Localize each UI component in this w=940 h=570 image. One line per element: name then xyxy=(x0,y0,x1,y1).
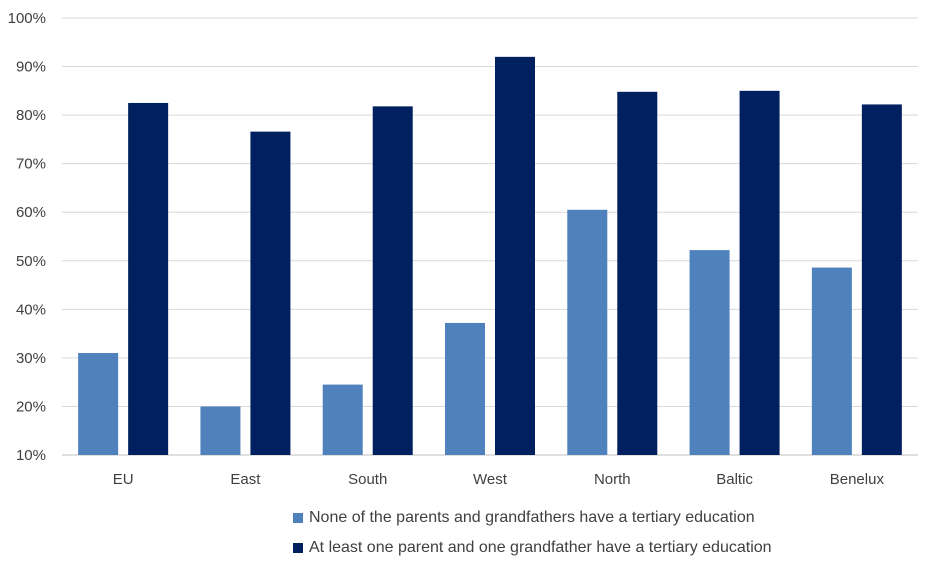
x-axis-categories: EU East South West North Baltic Benelux xyxy=(113,471,885,488)
y-tick-label: 50% xyxy=(16,253,46,270)
y-tick-label: 90% xyxy=(16,59,46,76)
bar-series-2-east xyxy=(250,131,291,455)
x-tick-label: North xyxy=(594,471,631,488)
y-tick-label: 10% xyxy=(16,447,46,464)
bar-series-2-west xyxy=(495,56,535,455)
legend: None of the parents and grandfathers hav… xyxy=(293,503,772,563)
bar-series-1-east xyxy=(200,406,241,455)
legend-swatch-series-1 xyxy=(293,513,303,523)
bar-series-2-baltic xyxy=(739,90,780,455)
x-tick-label: EU xyxy=(113,471,134,488)
x-tick-label: South xyxy=(348,471,387,488)
bar-series-1-baltic xyxy=(689,250,730,455)
legend-item-series-2: At least one parent and one grandfather … xyxy=(293,533,772,563)
x-tick-label: Benelux xyxy=(830,471,885,488)
y-tick-label: 20% xyxy=(16,398,46,415)
y-axis-ticks: 10% 20% 30% 40% 50% 60% 70% 80% 90% 100% xyxy=(8,10,46,464)
bar-series-2-benelux xyxy=(861,104,902,455)
y-tick-label: 60% xyxy=(16,204,46,221)
bar-series-1-west xyxy=(445,322,485,455)
legend-swatch-series-2 xyxy=(293,543,303,553)
bar-series-2-south xyxy=(372,106,413,456)
x-tick-label: East xyxy=(230,471,261,488)
x-tick-label: West xyxy=(473,471,508,488)
bar-series-1-benelux xyxy=(811,267,852,455)
legend-label-series-2: At least one parent and one grandfather … xyxy=(309,539,772,556)
bar-series-2-eu xyxy=(128,102,169,455)
gridlines xyxy=(62,17,918,456)
y-tick-label: 70% xyxy=(16,156,46,173)
legend-label-series-1: None of the parents and grandfathers hav… xyxy=(309,509,755,526)
legend-item-series-1: None of the parents and grandfathers hav… xyxy=(293,503,772,533)
bar-series-1-north xyxy=(567,209,608,455)
bar-chart: 10% 20% 30% 40% 50% 60% 70% 80% 90% 100% EU East So… xyxy=(8,10,918,488)
y-tick-label: 40% xyxy=(16,301,46,318)
y-tick-label: 100% xyxy=(8,10,46,27)
bar-series-1-south xyxy=(322,384,363,455)
bar-series-2-north xyxy=(617,91,658,455)
y-tick-label: 30% xyxy=(16,350,46,367)
x-tick-label: Baltic xyxy=(716,471,753,488)
bar-series-1-eu xyxy=(78,353,119,455)
y-tick-label: 80% xyxy=(16,107,46,124)
bars xyxy=(78,56,902,456)
